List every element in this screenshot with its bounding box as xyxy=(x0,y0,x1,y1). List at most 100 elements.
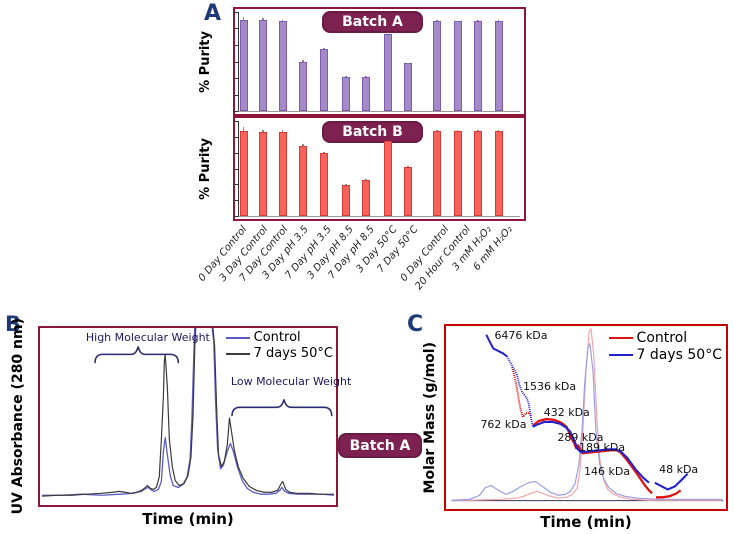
purity-bar xyxy=(453,130,462,216)
purity-bar xyxy=(433,20,442,111)
trace-control-molar-mass-tail xyxy=(656,490,681,497)
y-axis-tick xyxy=(234,216,238,217)
batch-b-bar-chart: Batch B xyxy=(233,116,526,221)
error-bar xyxy=(365,76,367,78)
high-molecular-weight-label: High Molecular Weight xyxy=(85,330,210,344)
chromatogram-traces xyxy=(40,328,336,505)
error-bar xyxy=(407,62,409,64)
purity-bar xyxy=(259,19,268,111)
panel-c-time-axis-label: Time (min) xyxy=(540,513,632,531)
legend-label: 7 days 50°C xyxy=(253,346,333,361)
y-axis-tick xyxy=(234,28,238,30)
error-bar xyxy=(365,178,367,180)
purity-bar xyxy=(239,19,248,111)
error-bar xyxy=(345,183,347,185)
error-bar xyxy=(242,16,245,20)
error-bar xyxy=(302,144,304,146)
molar-mass-legend: Control 7 days 50°C xyxy=(608,330,722,363)
purity-bar xyxy=(278,21,287,111)
y-axis-tick xyxy=(234,44,238,46)
batch-a-bar-chart: Batch A xyxy=(233,7,526,116)
error-bar xyxy=(386,140,389,142)
purity-bar xyxy=(383,141,392,216)
error-bar xyxy=(456,20,459,22)
legend-line-swatch xyxy=(608,337,633,339)
purity-bar xyxy=(342,184,351,216)
legend-line-swatch xyxy=(225,352,250,355)
molar-mass-axis-label: Molar Mass (g/mol) xyxy=(422,341,438,494)
y-axis-tick xyxy=(234,111,238,112)
batch-a-plot-area xyxy=(234,12,520,112)
error-bar xyxy=(386,32,389,34)
purity-bar xyxy=(474,130,483,216)
brace-high-molecular-weight xyxy=(94,346,180,364)
y-axis-tick xyxy=(234,152,238,154)
legend-line-swatch xyxy=(608,354,633,356)
trace-7-days-molar-mass-tail xyxy=(655,474,688,490)
uv-absorbance-axis-label: UV Absorbance (280 nm) xyxy=(10,318,26,515)
molecular-weight-braces xyxy=(94,346,333,417)
error-bar xyxy=(242,126,245,131)
y-axis-tick xyxy=(234,168,238,170)
trace-7-days-molar-mass-descent xyxy=(507,356,533,426)
purity-bar xyxy=(299,145,308,216)
purity-bar xyxy=(453,21,462,111)
panel-c-letter: C xyxy=(407,312,424,337)
mass-annotation: 762 kDa xyxy=(480,418,527,432)
mass-annotation: 432 kDa xyxy=(543,406,590,420)
purity-bar xyxy=(342,77,351,111)
panel-b-time-axis-label: Time (min) xyxy=(142,510,234,528)
purity-bar xyxy=(474,20,483,111)
error-bar xyxy=(345,76,347,78)
y-axis-tick xyxy=(234,200,238,202)
brace-low-molecular-weight xyxy=(231,399,333,417)
purity-bar xyxy=(494,20,503,111)
error-bar xyxy=(436,20,438,21)
error-bar xyxy=(281,19,284,22)
mass-annotation: 48 kDa xyxy=(659,463,699,477)
purity-bar xyxy=(433,130,442,216)
legend-line-swatch xyxy=(225,336,250,339)
batch-a-y-axis-label: % Purity xyxy=(197,30,213,93)
y-axis-tick xyxy=(234,12,238,13)
purity-bar xyxy=(362,77,371,111)
error-bar xyxy=(477,129,479,131)
error-bar xyxy=(323,152,325,154)
legend-entry: 7 days 50°C xyxy=(225,346,333,361)
error-bar xyxy=(407,165,409,167)
batch-b-plot-area xyxy=(234,121,520,217)
error-bar xyxy=(302,60,304,62)
y-axis-tick xyxy=(234,61,238,63)
mass-annotation: 6476 kDa xyxy=(494,328,548,342)
low-molecular-weight-label: Low Molecular Weight xyxy=(230,374,352,388)
y-axis-tick xyxy=(234,136,238,138)
legend-entry: Control xyxy=(225,330,333,345)
error-bar xyxy=(323,47,325,49)
y-axis-tick xyxy=(234,77,238,79)
panel-a-letter: A xyxy=(204,1,222,26)
error-bar xyxy=(262,18,264,20)
error-bar xyxy=(497,129,500,131)
batch-b-title-badge: Batch B xyxy=(322,121,423,143)
molar-mass-traces xyxy=(446,326,726,509)
trace-7-days-molar-mass xyxy=(533,422,649,483)
purity-bar xyxy=(404,166,413,216)
purity-bar xyxy=(494,130,503,216)
purity-bar xyxy=(259,131,268,216)
chromatogram-panel: High Molecular Weight Low Molecular Weig… xyxy=(38,326,351,507)
molar-mass-panel: 6476 kDa 1536 kDa 432 kDa 762 kDa 289 kDa 189… xyxy=(444,324,728,511)
bar-chart-category-labels: 0 Day Control 3 Day Control 7 Day Control 3… xyxy=(197,222,526,300)
error-bar xyxy=(436,129,438,131)
mass-annotation: 189 kDa xyxy=(579,440,626,454)
error-bar xyxy=(497,20,500,21)
legend-label: Control xyxy=(253,330,301,345)
purity-bar xyxy=(404,63,413,111)
batch-a-side-badge: Batch A xyxy=(338,433,422,458)
purity-bar xyxy=(299,61,308,111)
legend-entry: 7 days 50°C xyxy=(608,347,722,363)
mass-annotation: 146 kDa xyxy=(584,464,631,478)
error-bar xyxy=(262,130,264,132)
purity-bar xyxy=(320,48,329,111)
y-axis-tick xyxy=(234,94,238,96)
